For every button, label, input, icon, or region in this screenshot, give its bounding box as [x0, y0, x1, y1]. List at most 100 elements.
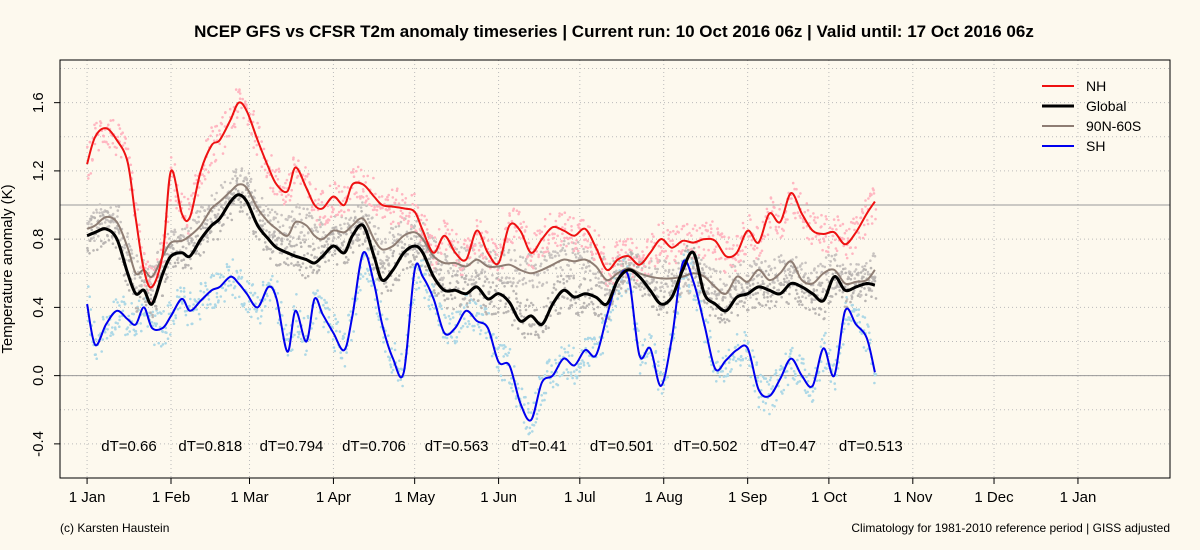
daily-dot [766, 380, 769, 384]
daily-dot [307, 214, 311, 218]
daily-dot [199, 282, 203, 285]
daily-dot [113, 326, 117, 329]
daily-dot [221, 152, 225, 155]
daily-dot [872, 252, 875, 255]
daily-dot [307, 316, 310, 320]
daily-dot [477, 248, 481, 252]
daily-dot [749, 243, 753, 247]
daily-dot [838, 264, 842, 268]
daily-dot [254, 235, 258, 238]
daily-dot [189, 205, 193, 208]
daily-dot [830, 241, 833, 244]
daily-dot [338, 330, 342, 333]
daily-dot [666, 274, 670, 278]
daily-dot [718, 320, 722, 324]
daily-dot [299, 265, 303, 269]
daily-dot [538, 377, 542, 381]
daily-dot [166, 220, 170, 224]
daily-dot [735, 244, 739, 247]
daily-dot [361, 201, 364, 204]
daily-dot [736, 314, 740, 317]
daily-dot [697, 293, 701, 296]
daily-dot [380, 195, 384, 198]
daily-dot [563, 211, 567, 214]
daily-dot [413, 224, 417, 228]
x-tick-label: 1 Dec [974, 489, 1014, 506]
daily-dot [165, 331, 168, 335]
daily-dot [277, 170, 281, 173]
daily-dot [220, 205, 223, 208]
daily-dot [389, 365, 393, 369]
daily-dot [472, 329, 476, 332]
daily-dot [714, 245, 718, 248]
daily-dot [492, 352, 495, 355]
daily-dot [400, 246, 404, 249]
daily-dot [616, 285, 619, 289]
daily-dot [90, 228, 93, 232]
daily-dot [97, 234, 100, 238]
daily-dot [520, 314, 523, 318]
daily-dot [626, 287, 630, 291]
daily-dot [593, 258, 596, 262]
daily-dot [138, 295, 142, 299]
daily-dot [341, 244, 344, 247]
daily-dot [138, 223, 141, 226]
daily-dot [569, 268, 572, 271]
daily-dot [528, 426, 532, 430]
daily-dot [186, 232, 190, 235]
daily-dot [187, 242, 191, 245]
daily-dot [446, 341, 450, 345]
daily-dot [551, 232, 554, 235]
daily-dot [335, 263, 339, 266]
daily-dot [554, 358, 557, 362]
daily-dot [251, 283, 255, 286]
daily-dot [375, 208, 379, 212]
daily-dot [403, 243, 407, 246]
daily-dot [577, 363, 580, 366]
daily-dot [384, 237, 387, 241]
daily-dot [863, 272, 867, 276]
daily-dot [389, 248, 392, 252]
daily-dot [841, 263, 845, 267]
daily-dot [246, 280, 249, 283]
daily-dot [393, 348, 397, 352]
daily-dot [415, 281, 419, 285]
daily-dot [874, 297, 878, 300]
daily-dot [349, 310, 353, 313]
daily-dot [523, 229, 527, 232]
daily-dot [669, 333, 672, 336]
daily-dot [202, 251, 206, 254]
daily-dot [682, 277, 686, 280]
daily-dot [578, 254, 582, 258]
daily-dot [102, 242, 105, 245]
daily-dot [835, 249, 839, 253]
daily-dot [682, 285, 685, 288]
daily-dot [697, 256, 700, 260]
daily-dot [473, 252, 477, 255]
daily-dot [829, 300, 832, 304]
daily-dot [700, 271, 703, 275]
daily-dot [239, 174, 242, 177]
daily-dot [89, 308, 93, 311]
daily-dot [551, 385, 555, 389]
daily-dot [635, 322, 639, 326]
daily-dot [448, 322, 451, 325]
daily-dot [606, 284, 610, 288]
daily-dot [758, 303, 762, 306]
daily-dot [620, 248, 623, 252]
daily-dot [565, 368, 569, 371]
daily-dot [110, 331, 114, 334]
daily-dot [277, 236, 280, 240]
daily-dot [654, 267, 657, 271]
daily-dot [511, 241, 514, 245]
daily-dot [204, 281, 207, 285]
daily-dot [522, 315, 526, 319]
daily-dot [326, 218, 330, 221]
daily-dot [549, 381, 552, 385]
daily-dot [290, 188, 294, 192]
daily-dot [305, 175, 309, 178]
daily-dot [106, 234, 109, 238]
daily-dot [579, 362, 583, 365]
daily-dot [396, 187, 399, 190]
daily-dot [468, 256, 472, 259]
